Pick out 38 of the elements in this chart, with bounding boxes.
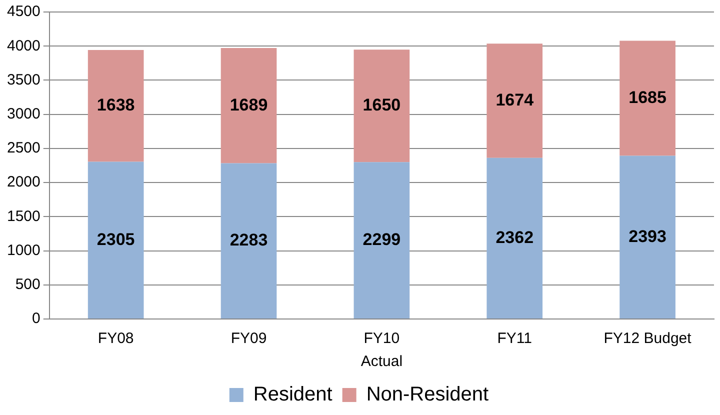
bar — [88, 162, 144, 318]
bar — [88, 50, 144, 162]
y-tick-label: 1500 — [6, 208, 40, 225]
data-label: 2305 — [96, 230, 135, 249]
x-tick-label: FY09 — [230, 330, 267, 348]
y-tick-label: 1000 — [6, 242, 40, 259]
bar — [620, 156, 676, 318]
data-label: 2362 — [496, 228, 534, 247]
y-tick-label: 4000 — [6, 37, 40, 54]
data-label: 2299 — [362, 230, 401, 250]
y-tick-label: 3000 — [6, 105, 40, 122]
y-tick-label: 2000 — [6, 174, 40, 191]
bar — [486, 158, 543, 318]
bar — [354, 162, 410, 318]
x-axis-title: Actual — [360, 353, 403, 370]
bar — [220, 163, 277, 318]
bar — [220, 48, 277, 164]
data-label: 2283 — [230, 230, 268, 250]
y-tick-label: 0 — [32, 310, 40, 328]
data-label: 1650 — [362, 96, 401, 115]
x-tick-label: FY10 — [364, 330, 400, 348]
bar — [486, 44, 543, 158]
legend-label: Resident — [253, 384, 333, 406]
y-tick-label: 4500 — [6, 3, 40, 20]
y-tick-label: 3500 — [6, 71, 40, 88]
data-label: 1638 — [96, 96, 135, 115]
bar — [620, 40, 676, 156]
data-label: 1674 — [496, 90, 534, 110]
data-label: 1689 — [230, 95, 268, 114]
x-tick-label: FY12 Budget — [604, 330, 692, 348]
data-label: 1685 — [628, 88, 666, 107]
y-tick-label: 2500 — [6, 140, 40, 157]
bar — [354, 50, 410, 162]
x-tick-label: FY11 — [497, 330, 532, 348]
x-tick-label: FY08 — [98, 330, 134, 348]
legend-label: Non-Resident — [366, 384, 490, 406]
data-label: 2393 — [628, 226, 666, 246]
y-tick-label: 500 — [15, 276, 40, 294]
